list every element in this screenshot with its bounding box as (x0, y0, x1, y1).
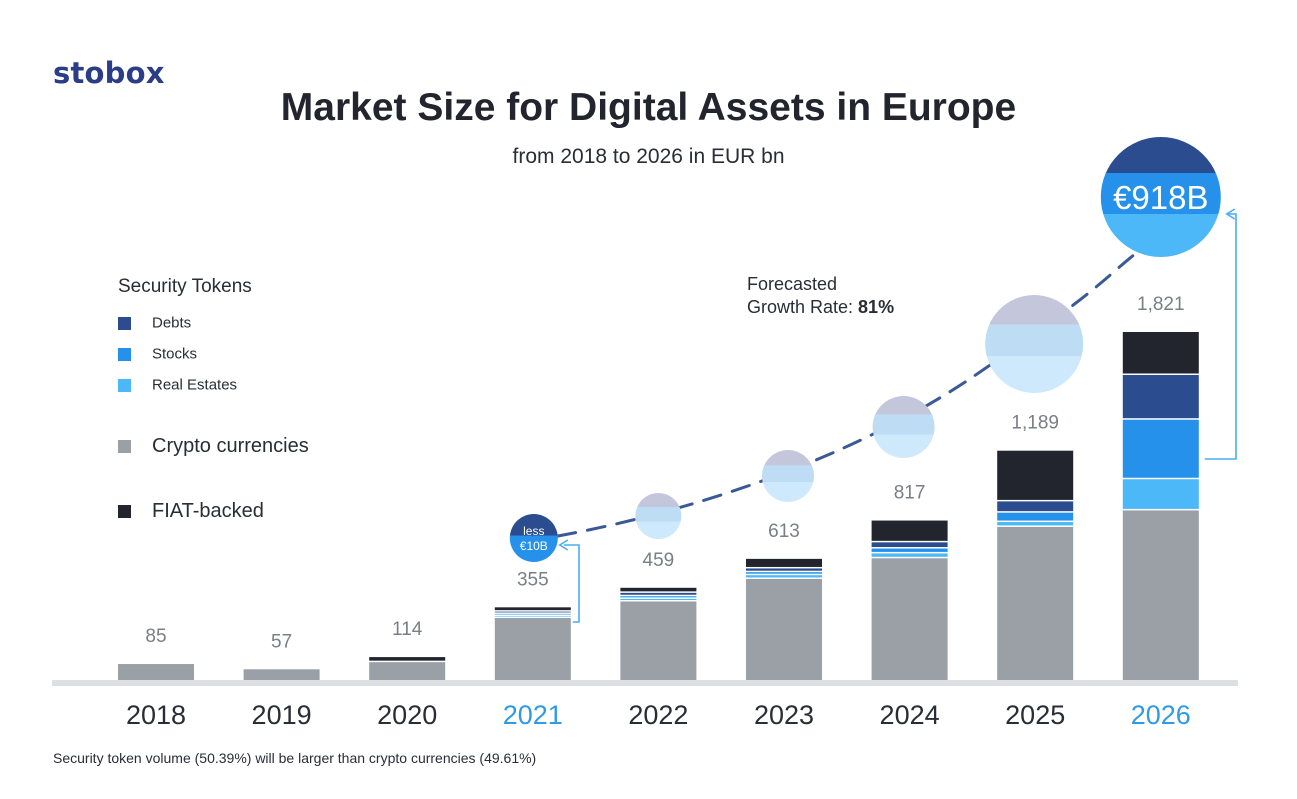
security-token-bubble-2023 (762, 450, 814, 502)
legend-item-stocks: Stocks (118, 345, 197, 363)
stobox-logo: stobox (53, 56, 165, 90)
bar-segment-crypto-currencies-2018 (118, 664, 194, 680)
bar-segment-real-estates-2026 (1122, 479, 1199, 509)
bar-segment-debts-2021 (494, 611, 571, 613)
bar-segment-stocks-2022 (620, 596, 697, 598)
total-label-2019: 57 (271, 631, 292, 652)
bar-segment-fiat-backed-2022 (620, 587, 697, 592)
bar-segment-real-estates-2024 (871, 553, 948, 557)
bar-segment-fiat-backed-2024 (871, 520, 948, 541)
x-tick-label-2018: 2018 (126, 700, 186, 730)
security-token-bubble-2025 (985, 295, 1084, 393)
annotation-growth-value: 81% (858, 297, 895, 317)
bar-segment-debts-2024 (871, 542, 948, 548)
bar-segment-fiat-backed-2020 (369, 657, 446, 661)
x-tick-label-2025: 2025 (1005, 700, 1065, 730)
bubble-label-line2-2021: €10B (520, 539, 548, 553)
x-tick-label-2026: 2026 (1131, 700, 1191, 730)
legend-swatch-stocks (118, 347, 131, 361)
legend-swatch-debts (118, 316, 131, 330)
total-label-2024: 817 (894, 483, 926, 504)
total-label-2026: 1,821 (1137, 294, 1185, 315)
bar-segment-stocks-2021 (494, 613, 571, 615)
legend-swatch-crypto (118, 440, 131, 454)
legend-group-title: Security Tokens (118, 276, 252, 297)
bar-segment-crypto-currencies-2021 (494, 618, 571, 680)
legend: Security Tokens Debts Stocks Real Estate… (118, 276, 309, 522)
bar-segment-crypto-currencies-2025 (997, 526, 1074, 680)
bar-segment-fiat-backed-2025 (997, 450, 1074, 500)
bar-segment-stocks-2023 (746, 572, 822, 574)
growth-rate-annotation: Forecasted Growth Rate: 81% (747, 273, 894, 319)
x-tick-label-2022: 2022 (628, 700, 688, 730)
legend-item-debts: Debts (118, 314, 191, 332)
security-token-bubble-2026 (1100, 137, 1221, 257)
chart-title: Market Size for Digital Assets in Europe (280, 86, 1017, 129)
security-token-bubble-2024 (872, 396, 935, 458)
bar-segment-real-estates-2025 (997, 522, 1074, 526)
total-label-2025: 1,189 (1011, 413, 1059, 434)
bar-segment-real-estates-2022 (620, 598, 697, 600)
bar-segment-crypto-currencies-2023 (746, 578, 822, 680)
bar-segment-crypto-currencies-2024 (871, 558, 948, 680)
bar-segment-fiat-backed-2023 (746, 558, 822, 567)
x-tick-label-2019: 2019 (252, 700, 312, 730)
bar-segment-debts-2023 (746, 568, 822, 571)
bar-segment-crypto-currencies-2020 (369, 662, 446, 680)
bar-segment-crypto-currencies-2026 (1122, 510, 1199, 680)
legend-swatch-fiat (118, 505, 131, 519)
bubble-label-2026: €918B (1113, 179, 1208, 216)
x-tick-label-2023: 2023 (754, 700, 814, 730)
annotation-line2-prefix: Growth Rate: (747, 297, 859, 317)
x-tick-label-2021: 2021 (503, 700, 563, 730)
legend-item-crypto: Crypto currencies (118, 435, 309, 458)
bar-segment-crypto-currencies-2019 (243, 669, 320, 680)
connector-line-2026 (1204, 213, 1237, 460)
bar-segment-fiat-backed-2021 (494, 607, 571, 611)
bubble-label-line1-2021: less (523, 524, 544, 538)
bar-segment-real-estates-2021 (494, 615, 571, 617)
security-token-bubble-2021 (509, 514, 558, 562)
footnote: Security token volume (50.39%) will be l… (53, 750, 537, 766)
bar-segment-stocks-2024 (871, 548, 948, 552)
total-label-2022: 459 (643, 550, 675, 571)
x-axis-baseline (52, 680, 1238, 686)
legend-item-real-estates: Real Estates (118, 376, 237, 394)
legend-swatch-real-estates (118, 378, 131, 392)
bar-segment-debts-2022 (620, 592, 697, 595)
connector-arrow-2026 (1225, 208, 1236, 220)
x-tick-label-2020: 2020 (377, 700, 437, 730)
total-label-2020: 114 (392, 619, 423, 640)
annotation-line1: Forecasted (747, 274, 838, 294)
chart-subtitle: from 2018 to 2026 in EUR bn (512, 145, 785, 168)
total-label-2018: 85 (145, 626, 166, 647)
bar-segment-crypto-currencies-2022 (620, 601, 697, 680)
bar-segment-real-estates-2023 (746, 575, 822, 578)
connector-arrow-2021 (558, 539, 569, 551)
connector-line-2021 (563, 544, 580, 623)
security-token-bubble-2022 (635, 493, 682, 539)
x-tick-label-2024: 2024 (880, 700, 940, 730)
bar-segment-debts-2025 (997, 501, 1074, 512)
total-label-2023: 613 (768, 521, 800, 542)
bar-segment-stocks-2026 (1122, 419, 1199, 478)
bar-segment-fiat-backed-2026 (1122, 332, 1199, 374)
legend-item-fiat: FIAT-backed (118, 500, 264, 523)
bar-segment-stocks-2025 (997, 512, 1074, 521)
total-label-2021: 355 (517, 569, 549, 590)
bar-segment-debts-2026 (1122, 375, 1199, 419)
